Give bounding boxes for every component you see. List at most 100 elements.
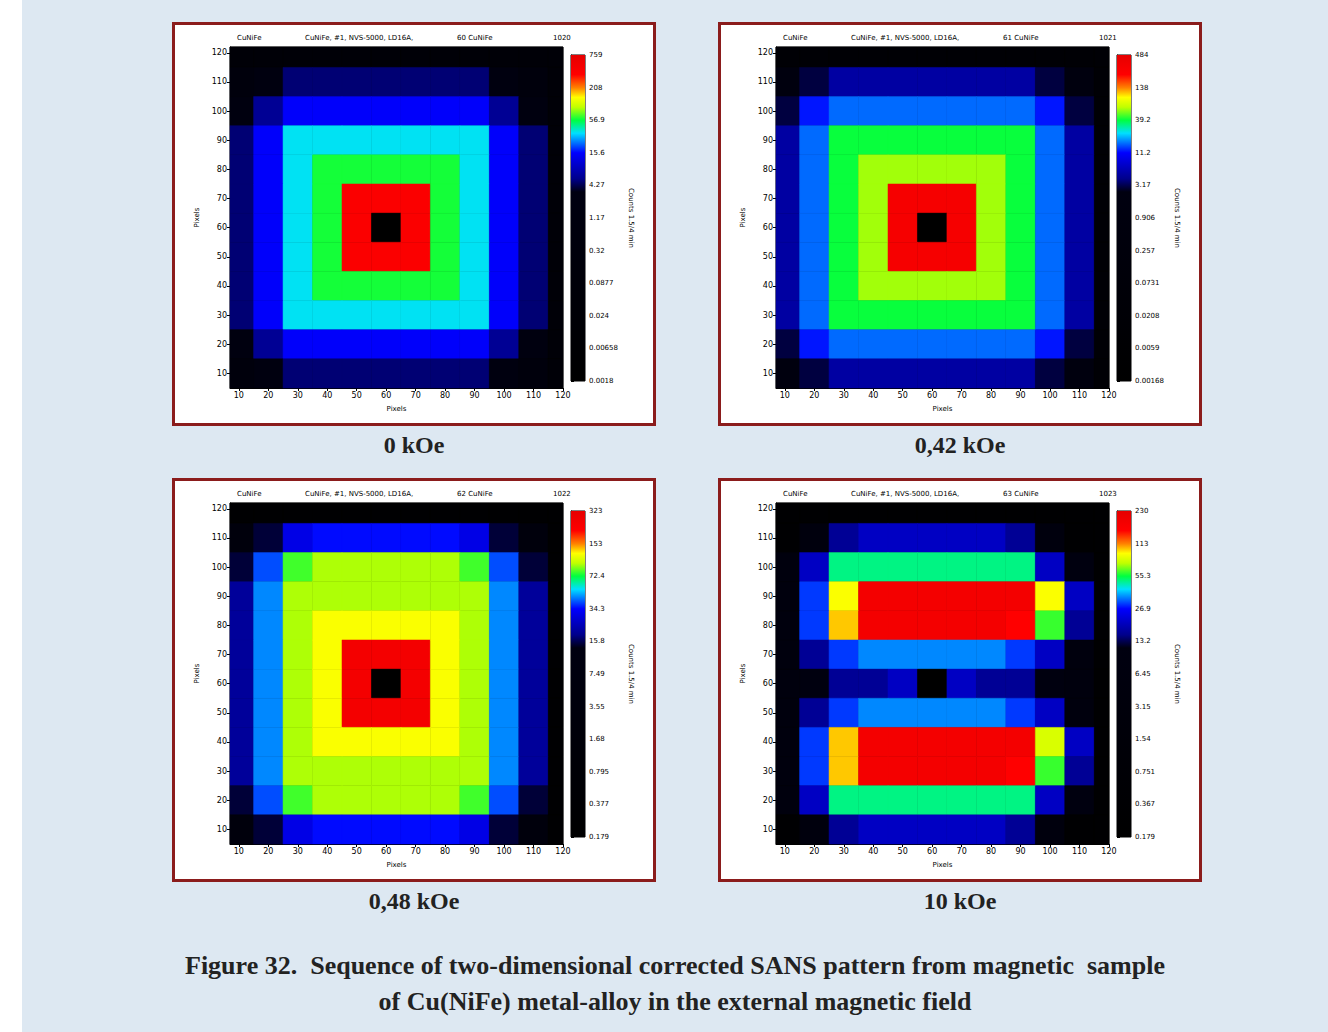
- svg-text:100: 100: [1042, 847, 1057, 856]
- svg-text:0.0059: 0.0059: [1135, 344, 1160, 352]
- svg-text:110: 110: [758, 533, 773, 542]
- svg-text:0.00658: 0.00658: [589, 344, 618, 352]
- svg-text:0.257: 0.257: [1135, 247, 1155, 255]
- svg-text:1020: 1020: [553, 34, 571, 42]
- svg-text:80: 80: [986, 391, 996, 400]
- svg-text:30: 30: [293, 391, 303, 400]
- svg-text:0.179: 0.179: [589, 833, 609, 841]
- svg-text:0.0208: 0.0208: [1135, 312, 1160, 320]
- svg-text:30: 30: [839, 391, 849, 400]
- svg-text:Counts 1.5/4 min: Counts 1.5/4 min: [627, 188, 635, 248]
- svg-text:60: 60: [927, 847, 937, 856]
- svg-text:Counts 1.5/4 min: Counts 1.5/4 min: [1173, 644, 1181, 704]
- svg-text:55.3: 55.3: [1135, 572, 1151, 580]
- svg-text:30: 30: [839, 847, 849, 856]
- svg-text:20: 20: [217, 796, 227, 805]
- svg-text:110: 110: [526, 847, 541, 856]
- svg-text:120: 120: [212, 48, 227, 57]
- svg-text:39.2: 39.2: [1135, 116, 1151, 124]
- svg-text:484: 484: [1135, 51, 1149, 59]
- svg-text:70: 70: [411, 847, 421, 856]
- svg-text:30: 30: [293, 847, 303, 856]
- svg-text:759: 759: [589, 51, 602, 59]
- svg-text:110: 110: [758, 77, 773, 86]
- svg-text:CuNiFe: CuNiFe: [783, 490, 807, 498]
- svg-text:3.55: 3.55: [589, 703, 605, 711]
- svg-text:10: 10: [780, 847, 790, 856]
- svg-text:34.3: 34.3: [589, 605, 605, 613]
- svg-text:70: 70: [217, 194, 227, 203]
- svg-text:Pixels: Pixels: [193, 207, 201, 227]
- svg-text:80: 80: [440, 391, 450, 400]
- svg-text:0.0877: 0.0877: [589, 279, 614, 287]
- svg-text:0.024: 0.024: [589, 312, 610, 320]
- svg-text:10: 10: [780, 391, 790, 400]
- svg-text:80: 80: [986, 847, 996, 856]
- svg-text:60 CuNiFe: 60 CuNiFe: [457, 34, 493, 42]
- svg-text:70: 70: [957, 847, 967, 856]
- svg-text:60: 60: [763, 679, 773, 688]
- svg-text:13.2: 13.2: [1135, 637, 1151, 645]
- svg-text:80: 80: [217, 165, 227, 174]
- svg-text:70: 70: [763, 650, 773, 659]
- svg-text:90: 90: [1015, 391, 1025, 400]
- svg-text:40: 40: [217, 281, 227, 290]
- svg-text:Pixels: Pixels: [387, 861, 407, 869]
- svg-text:120: 120: [1101, 391, 1116, 400]
- svg-text:100: 100: [212, 563, 227, 572]
- svg-text:CuNiFe: CuNiFe: [237, 490, 261, 498]
- svg-text:30: 30: [217, 311, 227, 320]
- svg-text:1.17: 1.17: [589, 214, 605, 222]
- svg-text:Pixels: Pixels: [739, 207, 747, 227]
- svg-text:30: 30: [763, 311, 773, 320]
- svg-text:1.54: 1.54: [1135, 735, 1151, 743]
- svg-text:CuNiFe: CuNiFe: [783, 34, 807, 42]
- svg-text:3.15: 3.15: [1135, 703, 1151, 711]
- svg-text:80: 80: [763, 621, 773, 630]
- svg-text:323: 323: [589, 507, 602, 515]
- svg-text:0.0018: 0.0018: [589, 377, 614, 385]
- svg-text:60: 60: [381, 847, 391, 856]
- svg-text:153: 153: [589, 540, 602, 548]
- svg-text:30: 30: [217, 767, 227, 776]
- svg-text:100: 100: [496, 847, 511, 856]
- svg-text:60: 60: [381, 391, 391, 400]
- svg-text:30: 30: [763, 767, 773, 776]
- svg-text:4.27: 4.27: [589, 181, 605, 189]
- svg-text:1021: 1021: [1099, 34, 1117, 42]
- svg-text:CuNiFe: CuNiFe: [237, 34, 261, 42]
- svg-text:90: 90: [217, 592, 227, 601]
- svg-text:90: 90: [469, 391, 479, 400]
- svg-text:0.32: 0.32: [589, 247, 605, 255]
- svg-text:10: 10: [217, 825, 227, 834]
- svg-text:20: 20: [763, 340, 773, 349]
- svg-text:11.2: 11.2: [1135, 149, 1151, 157]
- svg-text:1023: 1023: [1099, 490, 1117, 498]
- svg-text:60: 60: [763, 223, 773, 232]
- svg-text:10: 10: [763, 825, 773, 834]
- svg-text:62 CuNiFe: 62 CuNiFe: [457, 490, 493, 498]
- svg-text:40: 40: [763, 737, 773, 746]
- svg-text:10: 10: [217, 369, 227, 378]
- svg-text:110: 110: [212, 533, 227, 542]
- svg-text:120: 120: [555, 847, 570, 856]
- svg-text:50: 50: [352, 847, 362, 856]
- svg-text:15.6: 15.6: [589, 149, 605, 157]
- svg-text:40: 40: [322, 847, 332, 856]
- svg-text:120: 120: [758, 504, 773, 513]
- svg-text:100: 100: [758, 563, 773, 572]
- svg-text:120: 120: [758, 48, 773, 57]
- svg-text:61 CuNiFe: 61 CuNiFe: [1003, 34, 1039, 42]
- svg-text:90: 90: [763, 136, 773, 145]
- svg-text:80: 80: [763, 165, 773, 174]
- svg-text:110: 110: [1072, 391, 1087, 400]
- svg-text:0.795: 0.795: [589, 768, 609, 776]
- svg-text:1.68: 1.68: [589, 735, 605, 743]
- svg-text:70: 70: [957, 391, 967, 400]
- svg-text:0.00168: 0.00168: [1135, 377, 1164, 385]
- svg-text:110: 110: [212, 77, 227, 86]
- svg-text:0.377: 0.377: [589, 800, 609, 808]
- svg-text:60: 60: [217, 679, 227, 688]
- svg-text:26.9: 26.9: [1135, 605, 1151, 613]
- svg-text:20: 20: [809, 391, 819, 400]
